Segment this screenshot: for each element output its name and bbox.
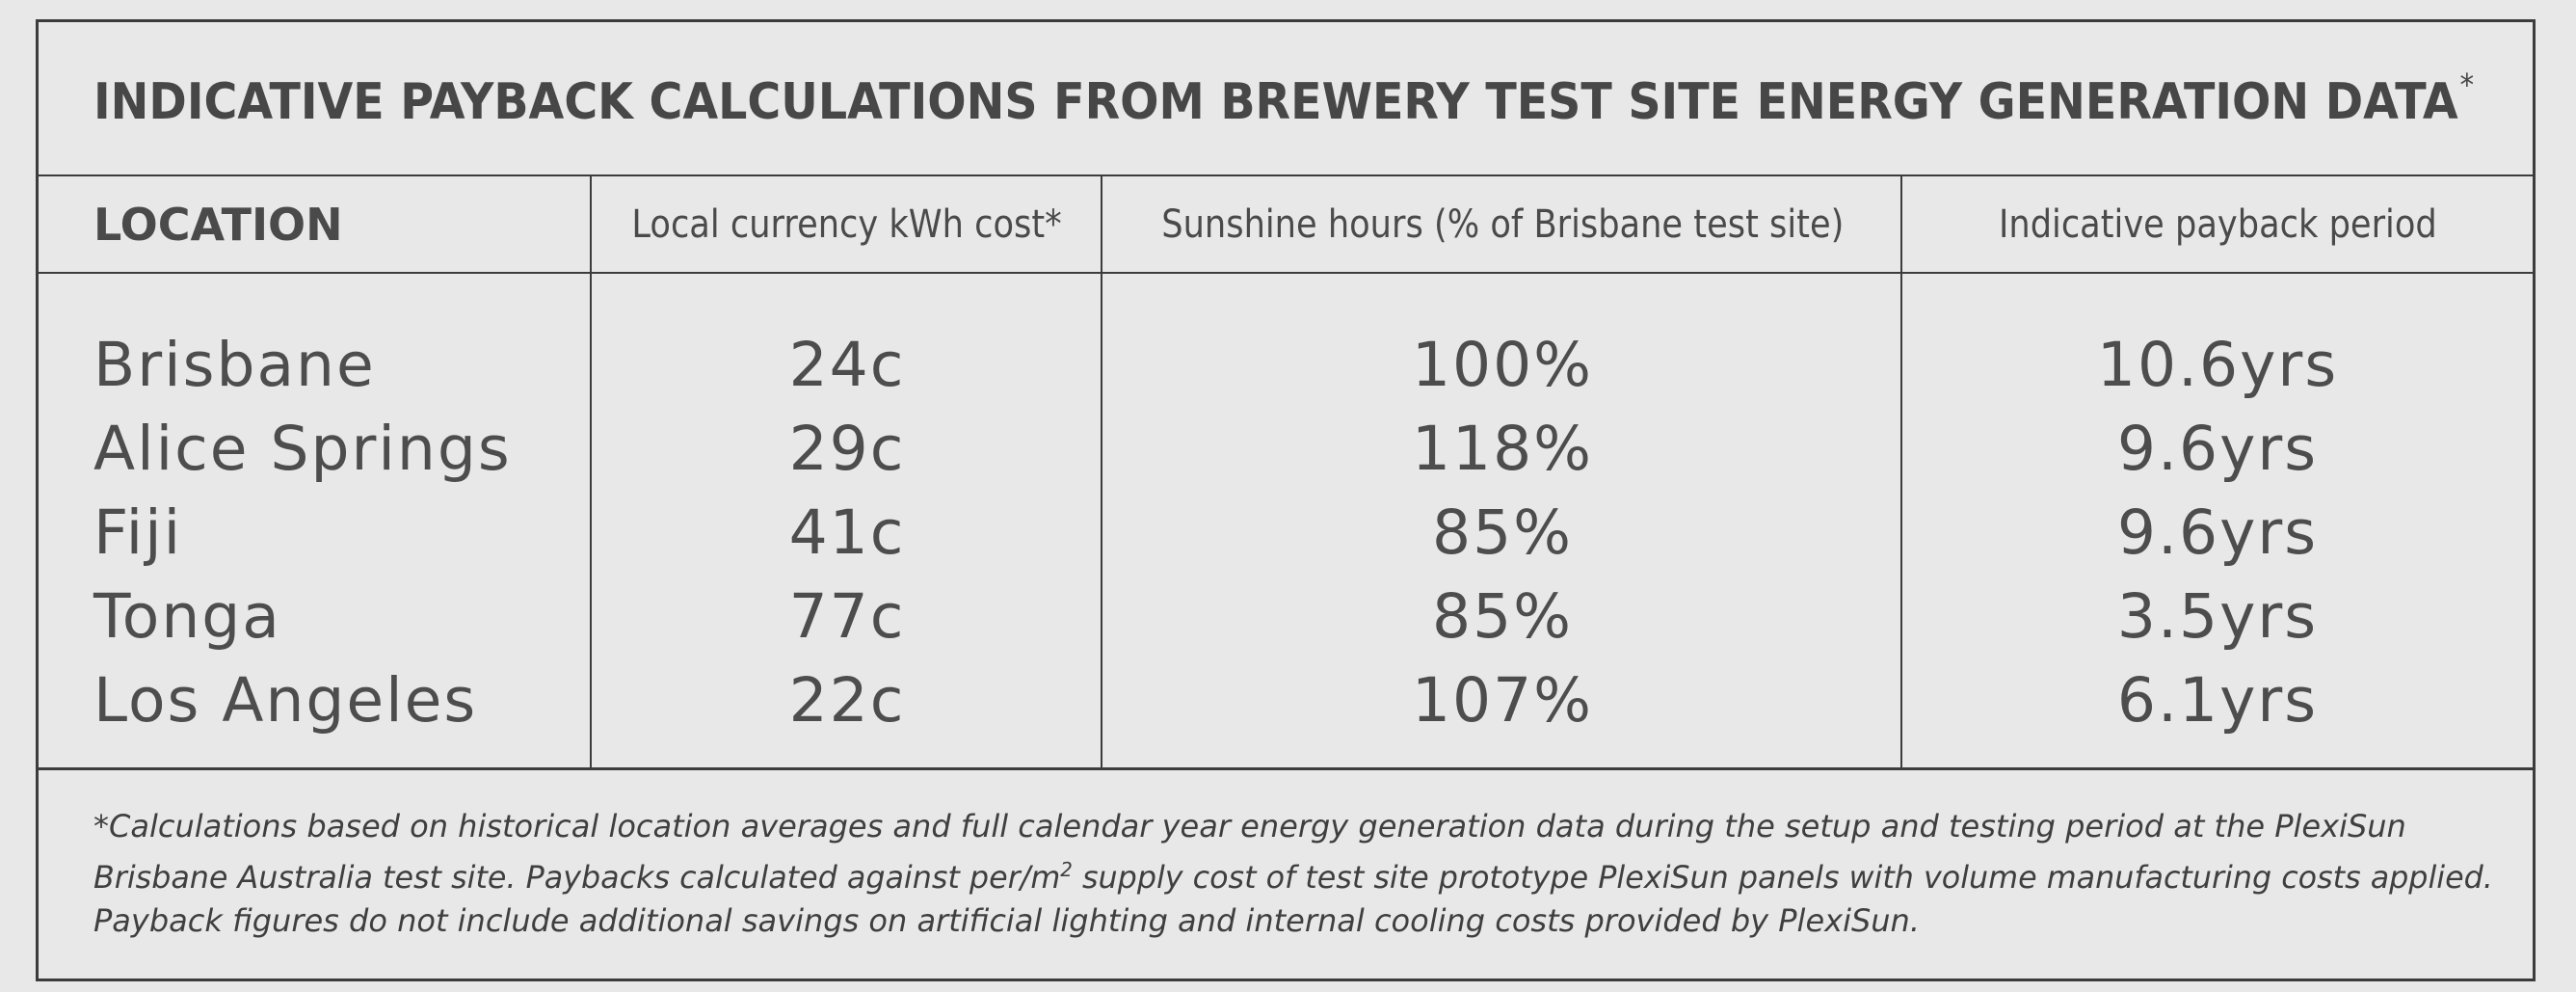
payback-cell: 3.5yrs <box>2116 580 2319 652</box>
kwh-cost-cell: 77c <box>788 580 906 652</box>
kwh-cost-cell: 29c <box>788 413 906 484</box>
header-row: LOCATION Local currency kWh cost* Sunshi… <box>39 176 2533 274</box>
header-payback-period-text: Indicative payback period <box>1998 201 2437 247</box>
title-band: INDICATIVE PAYBACK CALCULATIONS FROM BRE… <box>39 22 2533 176</box>
table-row: Los Angeles 22c 107% 6.1yrs <box>39 657 2533 742</box>
sunshine-cell: 107% <box>1411 664 1594 736</box>
kwh-cost-cell: 24c <box>788 329 906 400</box>
location-cell: Los Angeles <box>93 664 478 736</box>
table-body: Brisbane 24c 100% 10.6yrs Alice Springs … <box>39 274 2533 770</box>
footnote-line: Brisbane Australia test site. Paybacks c… <box>93 848 2493 899</box>
title-footnote-mark: * <box>2459 67 2475 103</box>
location-cell: Tonga <box>93 580 281 652</box>
table-row: Tonga 77c 85% 3.5yrs <box>39 574 2533 658</box>
footnote-line-text: supply cost of test site prototype Plexi… <box>1072 859 2493 896</box>
footnote: *Calculations based on historical locati… <box>93 805 2503 943</box>
footnote-line: *Calculations based on historical locati… <box>93 808 2406 845</box>
superscript-two: 2 <box>1060 858 1073 881</box>
payback-cell: 9.6yrs <box>2116 496 2319 568</box>
payback-cell: 9.6yrs <box>2116 413 2319 484</box>
location-cell: Fiji <box>93 496 183 568</box>
sunshine-cell: 85% <box>1431 496 1574 568</box>
footnote-line-text: Brisbane Australia test site. Paybacks c… <box>93 859 1061 896</box>
header-payback-period: Indicative payback period <box>1902 176 2533 272</box>
footnote-line: Payback figures do not include additiona… <box>93 902 1920 939</box>
header-kwh-cost-text: Local currency kWh cost* <box>631 201 1063 247</box>
table-title-text: INDICATIVE PAYBACK CALCULATIONS FROM BRE… <box>93 73 2458 131</box>
header-sunshine-hours: Sunshine hours (% of Brisbane test site) <box>1102 176 1902 272</box>
payback-cell: 10.6yrs <box>2096 329 2339 400</box>
column-divider <box>1900 176 1902 770</box>
payback-table-panel: INDICATIVE PAYBACK CALCULATIONS FROM BRE… <box>36 19 2536 981</box>
table-row: Alice Springs 29c 118% 9.6yrs <box>39 406 2533 491</box>
location-cell: Alice Springs <box>93 413 512 484</box>
payback-cell: 6.1yrs <box>2116 664 2319 736</box>
sunshine-cell: 85% <box>1431 580 1574 652</box>
column-divider <box>590 176 592 770</box>
location-cell: Brisbane <box>93 329 376 400</box>
sunshine-cell: 100% <box>1411 329 1594 400</box>
kwh-cost-cell: 22c <box>788 664 906 736</box>
sunshine-cell: 118% <box>1411 413 1594 484</box>
column-divider <box>1101 176 1102 770</box>
table-row: Brisbane 24c 100% 10.6yrs <box>39 322 2533 407</box>
header-sunshine-hours-text: Sunshine hours (% of Brisbane test site) <box>1160 201 1845 247</box>
table-title: INDICATIVE PAYBACK CALCULATIONS FROM BRE… <box>93 67 2474 131</box>
kwh-cost-cell: 41c <box>788 496 906 568</box>
header-kwh-cost: Local currency kWh cost* <box>592 176 1102 272</box>
header-location: LOCATION <box>93 198 343 251</box>
table-row: Fiji 41c 85% 9.6yrs <box>39 490 2533 575</box>
